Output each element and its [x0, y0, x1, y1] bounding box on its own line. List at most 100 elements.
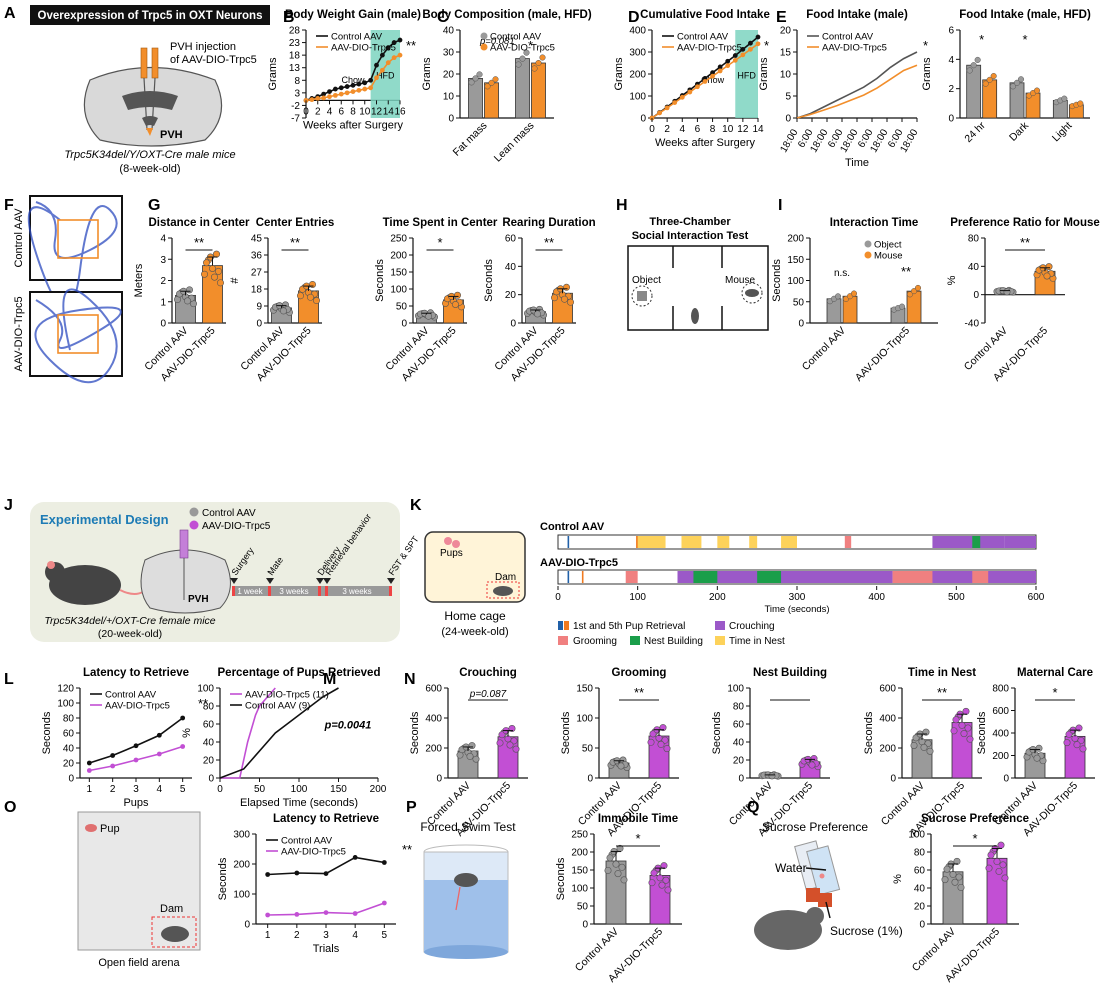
panel-o-arena: O Pup Dam Open field arena [4, 799, 201, 969]
point-D-0-8 [710, 70, 715, 76]
dot-E2-1-1-2 [1033, 87, 1041, 94]
sig-label-N4: ** [937, 685, 947, 700]
point-D-1-1 [657, 110, 662, 116]
ethogram-legend: 1st and 5th Pup Retrieval Crouching Groo… [558, 621, 785, 647]
y-tick-label-O-2: 200 [233, 860, 250, 871]
dot-N4-1-2 [958, 721, 966, 729]
y-tick-label-G4-1: 20 [505, 290, 517, 301]
point-B-0-14 [385, 45, 391, 50]
annotation-M: p=0.0041 [324, 720, 372, 732]
bottles-icon [794, 840, 841, 907]
y-tick-label-E1-1: 5 [785, 92, 791, 103]
panel-p-illustration: P Forced Swim Test [406, 799, 516, 959]
x-tick-label-B-3: 6 [338, 106, 344, 117]
y-label-I2: % [946, 275, 958, 285]
y-tick-label-P-1: 50 [577, 902, 589, 913]
ethogram-block-0-4 [717, 536, 730, 548]
x-tick-label-D-0: 0 [649, 124, 655, 135]
x-tick-label-D-1: 2 [664, 124, 670, 135]
y-tick-label-B-4: 13 [289, 63, 301, 74]
dot-Q-1-0 [985, 864, 993, 872]
legend-grooming: Grooming [573, 636, 617, 647]
y-tick-label-N4-1: 200 [879, 744, 896, 755]
x-tick-label-L-1: 2 [110, 784, 116, 795]
point-D-1-9 [717, 68, 723, 74]
y-tick-label-Q-2: 40 [914, 884, 926, 895]
y-tick-label-N2-3: 150 [576, 684, 593, 695]
dot-G1-0-8 [184, 297, 192, 305]
y-label-M: % [181, 728, 193, 738]
ethogram: 0 100 200 300 400 500 600 [555, 534, 1045, 603]
y-tick-label-N2-2: 100 [576, 714, 593, 725]
y-tick-label-L-0: 0 [68, 774, 74, 785]
x-tick-label-B-7: 14 [383, 106, 395, 117]
dot-Q-0-8 [951, 878, 959, 886]
dot-G2-1-3 [308, 280, 316, 288]
legend-label-C-1: AAV-DIO-Trpc5 [490, 43, 555, 54]
panel-k: K Pups Dam Home cage (24-week-old) Contr… [410, 497, 1045, 647]
y-label-E1: Grams [758, 57, 770, 91]
panel-letter-h: H [616, 197, 628, 214]
dot-C-0-0-2 [476, 71, 483, 78]
point-D-0-13 [748, 40, 753, 46]
panel-f: F Control AAV AAV-DIO-Trpc5 [4, 195, 123, 384]
point-D-1-13 [748, 46, 753, 52]
dot-Q-0-4 [957, 883, 965, 891]
duration-2: 3 weeks [279, 587, 308, 596]
dot-N3-0-8 [768, 772, 776, 780]
panel-a-title-box [30, 5, 270, 25]
x-label-O: Trials [313, 943, 340, 955]
chart-title-B: Body Weight Gain (male) [285, 9, 421, 21]
y-tick-label-I2-3: 80 [968, 234, 980, 245]
track-control [27, 195, 123, 310]
ethogram-block-1-5 [757, 571, 782, 583]
legend-label-E1-1: AAV-DIO-Trpc5 [822, 43, 887, 54]
legend-label-M-1: Control AAV (9) [245, 701, 310, 712]
y-tick-label-O-0: 0 [244, 920, 250, 931]
injection-label-2: of AAV-DIO-Trpc5 [170, 54, 257, 66]
dot-G4-1-0 [550, 294, 558, 302]
dot-Q-0-0 [941, 876, 949, 884]
y-tick-label-N1-2: 400 [425, 714, 442, 725]
y-tick-label-C-2: 20 [443, 70, 455, 81]
chart-title-N5: Maternal Care [1017, 667, 1093, 679]
point-L-0-2 [133, 743, 139, 749]
point-B-1-13 [379, 67, 385, 73]
dam-icon [493, 586, 513, 596]
x-tick-label-L-2: 3 [133, 784, 139, 795]
chart-O: Latency to Retrieve 0 100 200 300 Seconds Cont… [217, 813, 412, 955]
point-B-1-14 [385, 60, 391, 66]
point-D-1-11 [732, 57, 738, 63]
y-label-C: Grams [421, 57, 433, 91]
dot-P-1-8 [658, 881, 666, 889]
y-label-E2: Grams [921, 57, 933, 91]
point-L-0-0 [86, 760, 92, 766]
point-B-1-16 [397, 52, 403, 58]
chart-title-N2: Grooming [612, 667, 667, 679]
point-L-1-2 [133, 757, 139, 763]
point-L-0-3 [156, 732, 162, 738]
x-tick-label-D-5: 10 [722, 124, 734, 135]
dot-N4-1-0 [950, 727, 958, 735]
dot-C-1-1-1 [535, 59, 542, 67]
ethogram-tick-label-0: 0 [555, 592, 561, 603]
y-tick-label-N4-0: 0 [890, 774, 896, 785]
legend-marker-C-1 [480, 43, 488, 51]
y-label-G3: Seconds [374, 259, 386, 302]
chart-title-G1: Distance in Center [149, 217, 250, 229]
dot-I1-0-1-2 [850, 290, 858, 297]
point-D-1-2 [664, 105, 670, 111]
y-tick-label-M-2: 40 [203, 738, 215, 749]
legend-label-L-1: AAV-DIO-Trpc5 [105, 701, 170, 712]
x-tick-label-L-4: 5 [180, 784, 186, 795]
y-tick-label-M-0: 0 [208, 774, 214, 785]
dot-N1-0-3 [468, 742, 476, 750]
chart-title-I2: Preference Ratio for Mouse [950, 217, 1100, 229]
sig-L: ** [198, 696, 208, 711]
injection-needles-icon [140, 47, 159, 136]
dot-Q-0-2 [949, 870, 957, 878]
sucrose-label: Sucrose (1%) [830, 924, 903, 938]
j-pvh-label: PVH [188, 594, 209, 605]
x-tick-label-D-6: 12 [737, 124, 749, 135]
mouse-center-icon [691, 308, 699, 324]
